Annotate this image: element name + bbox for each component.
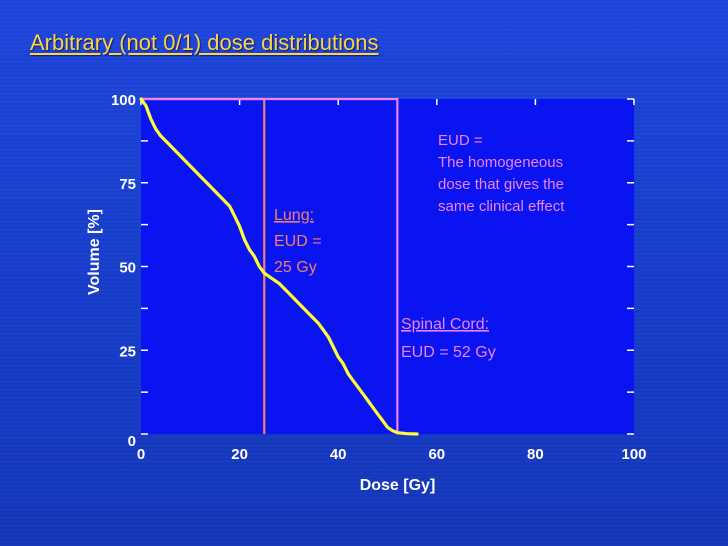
lung-label: Lung: [274, 207, 314, 224]
dvh-curve [139, 97, 419, 436]
x-tick-label: 100 [621, 446, 646, 463]
y-tick-labels: 0 25 50 75 100 [111, 92, 136, 450]
slide-title: Arbitrary (not 0/1) dose distributions [30, 30, 379, 55]
lung-eud-value: 25 Gy [274, 259, 317, 276]
x-tick-label: 80 [527, 446, 544, 463]
plot-area [141, 99, 634, 434]
eud-definition-line: dose that gives the [438, 176, 564, 193]
spinal-cord-eud-value: EUD = 52 Gy [401, 344, 496, 361]
y-axis-label: Volume [%] [86, 209, 103, 295]
y-tick-label: 25 [119, 343, 136, 360]
x-tick-label: 60 [428, 446, 445, 463]
y-tick-label: 50 [119, 260, 136, 277]
x-axis-label: Dose [Gy] [360, 477, 436, 494]
lung-eud-text: EUD = [274, 233, 322, 250]
x-tick-label: 0 [137, 446, 145, 463]
x-tick-labels: 0 20 40 60 80 100 [137, 446, 647, 463]
eud-definition-line: The homogeneous [438, 154, 563, 171]
spinal-cord-label: Spinal Cord: [401, 316, 489, 333]
y-tick-label: 100 [111, 92, 136, 109]
y-tick-label: 75 [119, 176, 136, 193]
eud-definition-line: EUD = [438, 132, 483, 149]
eud-definition-line: same clinical effect [438, 198, 565, 215]
x-tick-label: 40 [330, 446, 347, 463]
y-tick-label: 0 [128, 433, 136, 450]
x-tick-label: 20 [231, 446, 248, 463]
spinal-cord-eud-line [141, 97, 399, 434]
tick-marks [140, 98, 635, 435]
